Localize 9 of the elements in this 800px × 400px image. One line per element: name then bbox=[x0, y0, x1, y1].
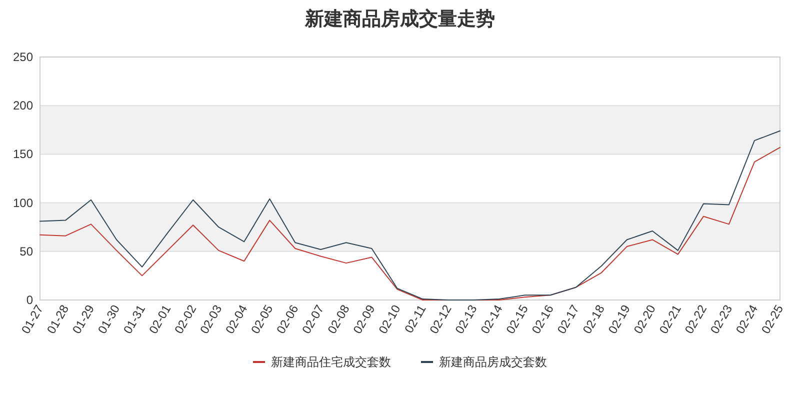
y-tick-label: 150 bbox=[12, 147, 34, 162]
legend-label: 新建商品住宅成交套数 bbox=[271, 355, 391, 369]
y-tick-label: 200 bbox=[12, 98, 34, 113]
y-tick-label: 250 bbox=[12, 50, 34, 64]
y-tick-label: 100 bbox=[12, 196, 34, 210]
chart-title: 新建商品房成交量走势 bbox=[304, 8, 495, 30]
legend-label: 新建商品房成交套数 bbox=[439, 355, 547, 369]
y-tick-label: 50 bbox=[20, 244, 34, 258]
y-tick-label: 0 bbox=[26, 293, 34, 307]
